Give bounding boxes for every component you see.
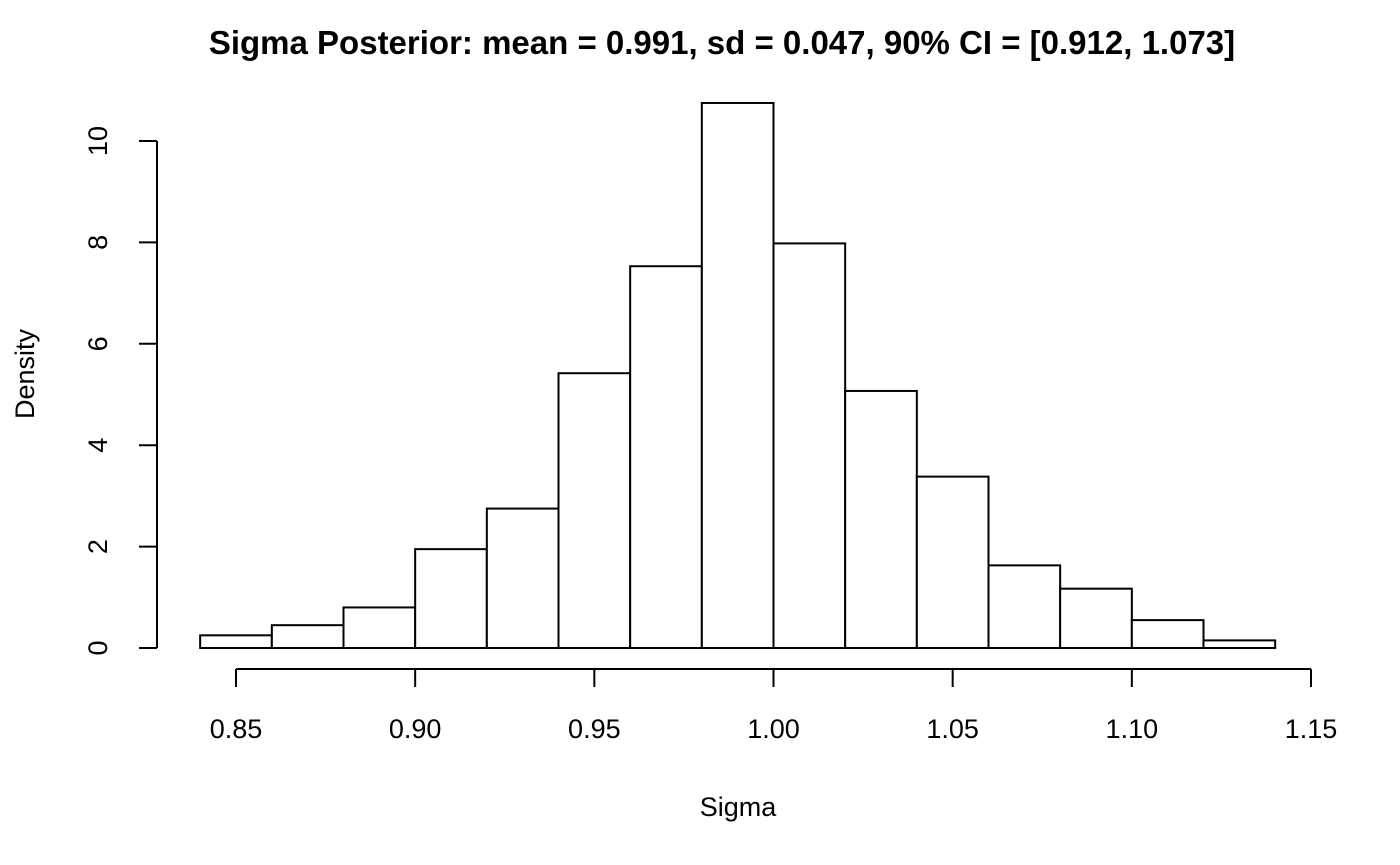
- x-tick-label: 0.90: [389, 714, 442, 744]
- histogram-bar: [199, 634, 273, 650]
- histogram-bar: [1202, 639, 1277, 650]
- x-tick-label: 0.85: [210, 714, 263, 744]
- x-axis: 0.85 0.90 0.95 1.00 1.05 1.10 1.15: [210, 668, 1338, 744]
- histogram-bar: [987, 564, 1062, 650]
- x-tick-label: 0.95: [568, 714, 621, 744]
- y-tick-label: 0: [83, 640, 113, 655]
- histogram-bar: [700, 101, 775, 650]
- chart-title: Sigma Posterior: mean = 0.991, sd = 0.04…: [209, 24, 1235, 61]
- histogram-bar: [915, 475, 990, 649]
- y-tick-label: 6: [83, 336, 113, 351]
- x-tick-label: 1.10: [1106, 714, 1159, 744]
- y-tick-label: 2: [83, 539, 113, 554]
- histogram-bar: [342, 606, 417, 650]
- y-tick-label: 8: [83, 235, 113, 250]
- histogram-bar: [485, 507, 560, 650]
- histogram-bar: [1059, 587, 1133, 650]
- x-tick-label: 1.05: [926, 714, 979, 744]
- histogram-bars: [199, 101, 1277, 650]
- histogram-bar: [414, 548, 488, 650]
- y-tick-label: 4: [83, 438, 113, 453]
- histogram-bar: [772, 242, 847, 649]
- x-axis-label: Sigma: [700, 792, 778, 822]
- x-tick-label: 1.00: [747, 714, 800, 744]
- y-tick-label: 10: [83, 126, 113, 156]
- y-axis: 0 2 4 6 8 10: [83, 126, 158, 656]
- histogram-bar: [844, 389, 918, 649]
- histogram-bar: [270, 624, 345, 649]
- x-tick-label: 1.15: [1285, 714, 1338, 744]
- y-axis-label: Density: [10, 328, 40, 419]
- histogram-bar: [629, 265, 703, 649]
- histogram-bar: [557, 372, 632, 649]
- histogram-bar: [1130, 619, 1205, 649]
